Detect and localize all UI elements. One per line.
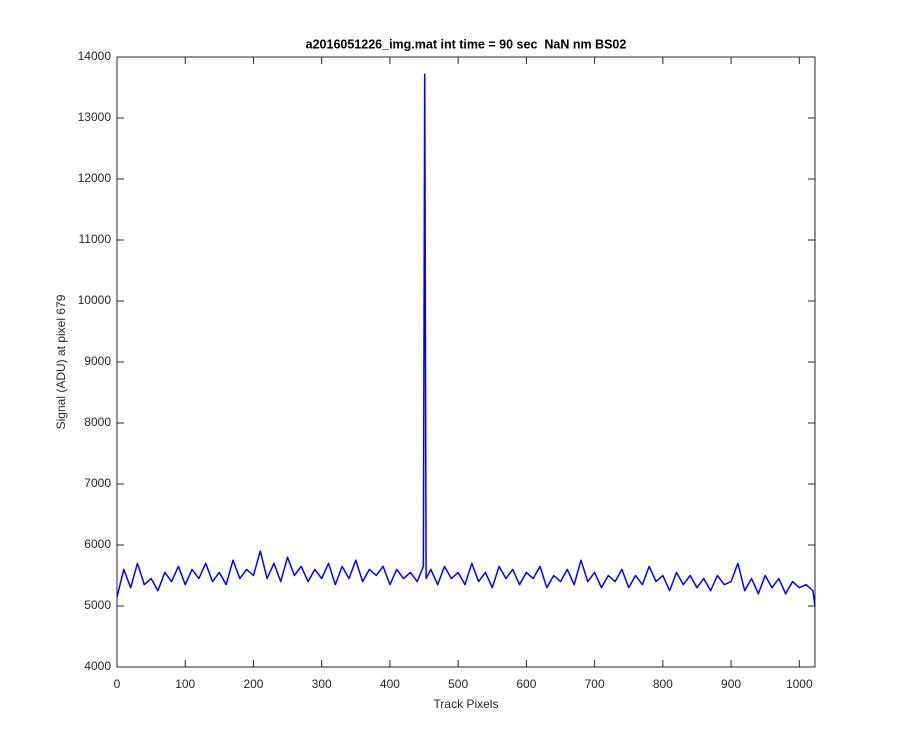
x-tick-label: 100 xyxy=(175,677,195,691)
data-line xyxy=(116,73,816,607)
y-tick-label: 11000 xyxy=(79,232,112,246)
y-tick-label: 10000 xyxy=(78,293,112,307)
y-tick-label: 14000 xyxy=(78,49,112,63)
x-tick-label: 200 xyxy=(243,677,263,691)
x-tick-label: 700 xyxy=(585,677,605,691)
x-tick-label: 300 xyxy=(312,677,332,691)
y-tick-label: 7000 xyxy=(84,476,111,490)
y-axis-label: Signal (ADU) at pixel 679 xyxy=(54,294,68,429)
x-tick-label: 1000 xyxy=(786,677,813,691)
x-tick-label: 500 xyxy=(448,677,468,691)
y-tick-label: 6000 xyxy=(84,537,111,551)
x-tick-label: 600 xyxy=(516,677,536,691)
x-tick-label: 900 xyxy=(721,677,741,691)
chart-title: a2016051226_img.mat int time = 90 sec Na… xyxy=(306,37,627,51)
y-tick-label: 13000 xyxy=(78,110,112,124)
y-tick-label: 8000 xyxy=(84,415,111,429)
x-axis-label: Track Pixels xyxy=(434,697,499,711)
y-tick-label: 9000 xyxy=(84,354,111,368)
x-tick-label: 400 xyxy=(380,677,400,691)
y-tick-label: 5000 xyxy=(84,598,111,612)
x-tick-label: 0 xyxy=(114,677,121,691)
y-tick-label: 4000 xyxy=(84,659,111,673)
y-tick-label: 12000 xyxy=(78,171,112,185)
x-tick-label: 800 xyxy=(653,677,673,691)
